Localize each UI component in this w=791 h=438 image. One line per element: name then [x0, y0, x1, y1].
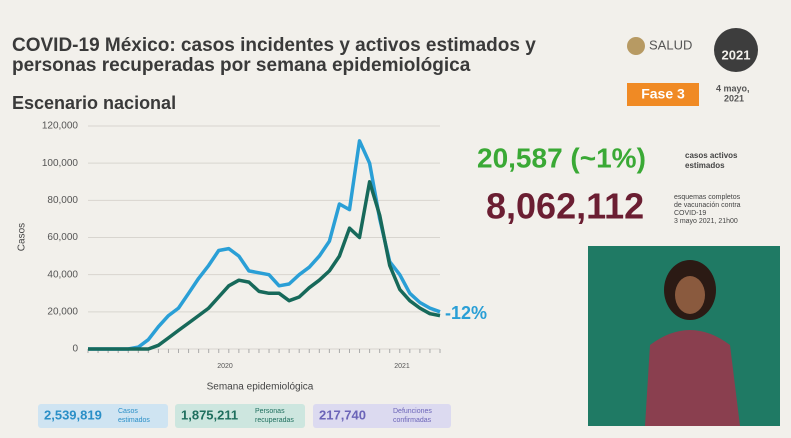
vaccination-label: COVID-19 — [674, 210, 706, 217]
footer-value: 1,875,211 — [181, 407, 238, 422]
footer-value: 217,740 — [319, 407, 366, 422]
y-tick-label: 120,000 — [42, 121, 79, 132]
year-label: 2020 — [217, 363, 233, 370]
logo: SALUD — [649, 37, 692, 52]
footer-box — [175, 404, 305, 428]
x-axis-label: Semana epidemiológica — [207, 382, 314, 393]
vaccination-count: 8,062,112 — [486, 186, 644, 227]
year-logo-icon — [714, 28, 758, 72]
active-label: casos activos — [685, 151, 738, 160]
footer-label: Defunciones — [393, 408, 432, 415]
logo-icon — [627, 37, 645, 55]
title: COVID-19 México: casos incidentes y acti… — [12, 35, 536, 56]
footer-label: estimados — [118, 417, 150, 424]
year-logo: 2021 — [722, 47, 751, 62]
subtitle: Escenario nacional — [12, 93, 176, 113]
active-cases: 20,587 (~1%) — [477, 142, 646, 173]
vaccination-label: esquemas completos — [674, 194, 741, 201]
vaccination-label: 3 mayo 2021, 21h00 — [674, 218, 738, 225]
y-tick-label: 0 — [72, 344, 78, 355]
year-label: 2021 — [394, 363, 410, 370]
series-line — [88, 180, 441, 351]
annotation: -12% — [445, 303, 487, 323]
footer-label: confirmadas — [393, 417, 432, 424]
interpreter-body — [645, 330, 740, 426]
footer-box — [38, 404, 168, 428]
date-year: 2021 — [724, 93, 744, 103]
y-axis-label: Casos — [17, 223, 28, 251]
footer: 2,539,819 Casos estimados 1,875,211 Personas… — [44, 407, 432, 423]
vaccination-label: de vacunación contra — [674, 202, 741, 209]
chart: 0 20,000 40,000 60,000 80,000 100,000 120,000 C… — [17, 121, 487, 393]
footer-box — [313, 404, 451, 428]
footer-label: recuperadas — [255, 417, 294, 424]
phase-badge — [627, 83, 699, 106]
footer-label: Personas — [255, 408, 285, 415]
y-tick-label: 20,000 — [47, 306, 78, 317]
y-tick-label: 60,000 — [47, 232, 78, 243]
y-tick-label: 80,000 — [47, 195, 78, 206]
footer-label: Casos — [118, 408, 138, 415]
title: personas recuperadas por semana epidemio… — [12, 55, 471, 76]
footer-value: 2,539,819 — [44, 407, 102, 422]
interpreter-face — [675, 276, 705, 314]
y-tick-label: 40,000 — [47, 269, 78, 280]
phase: Fase 3 — [641, 86, 685, 102]
y-tick-label: 100,000 — [42, 158, 79, 169]
date: 4 mayo, — [716, 83, 750, 93]
active-label: estimados — [685, 161, 725, 170]
